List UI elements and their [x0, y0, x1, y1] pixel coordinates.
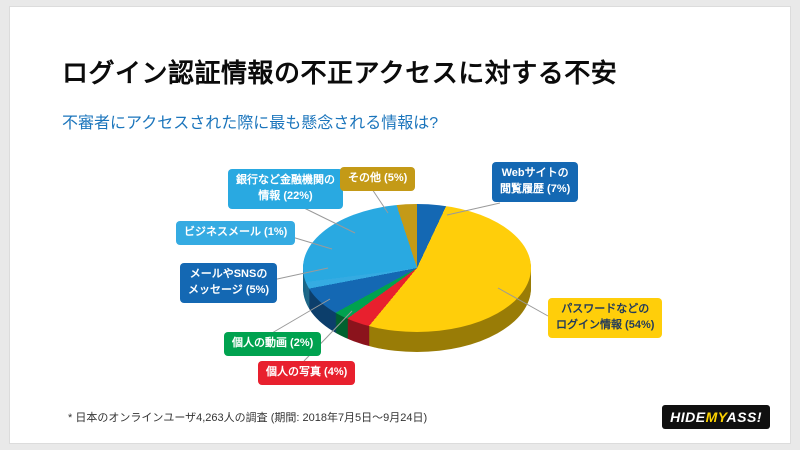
callout-line: その他 (5%) — [348, 172, 408, 184]
callout-personal-photos: 個人の写真 (4%) — [258, 361, 356, 385]
callout-passwords: パスワードなどの ログイン情報 (54%) — [548, 298, 663, 338]
callout-line: ビジネスメール (1%) — [184, 226, 288, 238]
callout-line: 個人の写真 (4%) — [266, 366, 348, 378]
callout-line: メッセージ (5%) — [188, 283, 270, 296]
callout-line: ログイン情報 (54%) — [556, 318, 655, 331]
page-title: ログイン認証情報の不正アクセスに対する不安 — [62, 58, 618, 88]
pie-chart — [303, 204, 531, 354]
callout-line: パスワードなどの — [561, 303, 650, 315]
callout-mail-sns: メールやSNSの メッセージ (5%) — [180, 263, 278, 303]
callout-bank-info: 銀行など金融機関の 情報 (22%) — [228, 169, 343, 209]
callout-web-history: Webサイトの 閲覧履歴 (7%) — [492, 162, 579, 202]
chart-question-subtitle: 不審者にアクセスされた際に最も懸念される情報は? — [62, 115, 439, 132]
logo-ass: ASS! — [726, 409, 762, 425]
callout-personal-videos: 個人の動画 (2%) — [224, 332, 322, 356]
pie-top — [303, 204, 531, 332]
slide: ログイン認証情報の不正アクセスに対する不安 不審者にアクセスされた際に最も懸念さ… — [10, 7, 790, 443]
callout-line: Webサイトの — [501, 167, 569, 179]
logo-my: MY — [705, 409, 727, 425]
callout-line: 情報 (22%) — [258, 189, 313, 202]
callout-line: 閲覧履歴 (7%) — [500, 182, 571, 195]
survey-footnote: * 日本のオンラインユーザ4,263人の調査 (期間: 2018年7月5日〜9月… — [68, 412, 428, 424]
callout-business-mail: ビジネスメール (1%) — [176, 221, 296, 245]
logo-hide: HIDE — [670, 409, 706, 425]
callout-line: 銀行など金融機関の — [236, 174, 335, 186]
hma-logo: HIDEMYASS! — [662, 405, 770, 429]
callout-line: 個人の動画 (2%) — [232, 337, 314, 349]
callout-line: メールやSNSの — [189, 268, 268, 280]
callout-other: その他 (5%) — [340, 167, 416, 191]
